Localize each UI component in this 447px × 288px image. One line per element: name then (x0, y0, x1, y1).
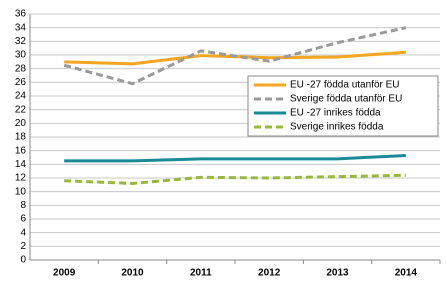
series-line (64, 153, 406, 163)
legend-label: Sverige födda utanför EU (290, 94, 402, 105)
series-line (64, 50, 406, 66)
x-tick-label: 2010 (121, 268, 144, 279)
x-tick-label: 2014 (395, 268, 418, 279)
x-tick-label: 2012 (258, 268, 281, 279)
y-tick-label: 26 (15, 77, 27, 88)
y-tick-label: 16 (15, 145, 27, 156)
y-tick-label: 20 (15, 118, 27, 129)
y-tick-label: 8 (20, 200, 26, 211)
legend-label: Sverige inrikes födda (290, 122, 384, 133)
y-tick-label: 0 (20, 255, 26, 266)
legend-label: EU -27 födda utanför EU (290, 80, 400, 91)
series-line (63, 26, 407, 86)
y-tick-label: 10 (15, 186, 27, 197)
y-tick-label: 18 (15, 132, 27, 143)
x-tick-label: 2009 (53, 268, 76, 279)
y-tick-label: 28 (15, 63, 27, 74)
y-tick-label: 32 (15, 36, 27, 47)
y-tick-label: 2 (20, 241, 26, 252)
y-tick-label: 30 (15, 50, 27, 61)
y-tick-label: 12 (15, 173, 27, 184)
y-tick-label: 36 (15, 9, 27, 20)
x-tick-label: 2011 (190, 268, 212, 279)
y-tick-label: 34 (15, 22, 27, 33)
series-line (64, 173, 406, 185)
y-tick-label: 4 (20, 227, 26, 238)
y-tick-label: 14 (15, 159, 27, 170)
y-tick-label: 6 (20, 214, 26, 225)
y-tick-label: 24 (15, 91, 27, 102)
x-tick-label: 2013 (326, 268, 349, 279)
y-tick-label: 22 (15, 104, 27, 115)
legend-label: EU -27 inrikes födda (290, 108, 381, 119)
